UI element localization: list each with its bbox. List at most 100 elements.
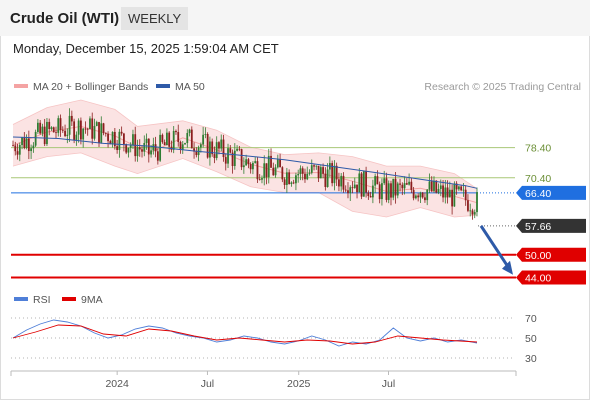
- rsi-pane: 70 50 30: [11, 313, 537, 365]
- candle-body: [342, 175, 345, 190]
- candle-body: [448, 189, 451, 198]
- candle-body: [104, 132, 107, 134]
- time-axis: 2024 Jul 2025 Jul: [10, 370, 517, 390]
- candle-body: [281, 167, 284, 180]
- candle-body: [270, 155, 272, 168]
- candle-body: [102, 123, 105, 133]
- candle-body: [473, 212, 476, 215]
- candle-body: [365, 171, 367, 193]
- candle-body: [61, 129, 64, 131]
- candle-body: [324, 173, 327, 187]
- time-tick-label: Jul: [201, 378, 214, 390]
- candle-body: [279, 159, 281, 168]
- candle-body: [82, 128, 85, 140]
- candle-body: [421, 192, 424, 198]
- candle-body: [32, 145, 35, 149]
- candle-body: [193, 148, 195, 152]
- rsi-line: [12, 319, 478, 347]
- rsi-tick-70: 70: [525, 313, 537, 325]
- candle-body: [123, 133, 125, 145]
- candle-body: [292, 182, 295, 184]
- candle-body: [283, 179, 286, 185]
- candle-body: [150, 150, 152, 155]
- candle-body: [147, 138, 150, 155]
- candle-body: [168, 132, 171, 147]
- candle-body: [347, 190, 349, 194]
- candle-body: [136, 147, 139, 157]
- candle-body: [313, 165, 315, 167]
- candle-body: [12, 145, 14, 147]
- candle-body: [331, 163, 334, 184]
- candle-body: [374, 176, 377, 186]
- candle-body: [433, 180, 435, 191]
- candle-body: [467, 200, 469, 211]
- candle-body: [378, 184, 381, 200]
- candle-body: [220, 139, 223, 149]
- time-tick-label: 2025: [287, 378, 311, 390]
- candle-body: [435, 180, 438, 193]
- candle-body: [227, 148, 229, 164]
- candle-body: [383, 178, 386, 184]
- candle-body: [390, 183, 392, 198]
- candle-body: [451, 189, 454, 207]
- candle-body: [184, 143, 186, 145]
- candle-body: [91, 118, 94, 139]
- candle-body: [444, 187, 447, 198]
- candle-body: [145, 138, 148, 143]
- candle-body: [326, 169, 329, 187]
- candle-body: [460, 186, 463, 191]
- support-tag-label-50.00: 50.00: [525, 250, 551, 262]
- legend-label-rsi: RSI: [33, 294, 51, 306]
- candle-body: [177, 132, 180, 142]
- candle-body: [43, 126, 46, 145]
- candle-body: [70, 115, 73, 122]
- candle-body: [27, 138, 30, 152]
- last-price-tag-label: 57.66: [525, 221, 551, 233]
- candle-body: [204, 134, 207, 135]
- candle-body: [476, 192, 478, 213]
- candle-body: [23, 137, 26, 148]
- candle-body: [209, 141, 211, 158]
- candle-body: [462, 189, 465, 191]
- candle-body: [141, 149, 143, 152]
- candle-body: [218, 142, 220, 149]
- candle-body: [344, 189, 347, 191]
- candle-body: [308, 172, 311, 174]
- timeframe-badge[interactable]: WEEKLY: [121, 7, 189, 30]
- candle-body: [437, 188, 440, 193]
- candle-body: [457, 186, 460, 190]
- candle-body: [202, 134, 205, 145]
- candle-body: [172, 131, 175, 150]
- candle-body: [399, 183, 401, 185]
- candle-body: [229, 148, 232, 153]
- candle-body: [215, 142, 218, 159]
- candle-body: [419, 192, 422, 198]
- candle-body: [143, 142, 146, 152]
- candle-body: [89, 118, 91, 130]
- candle-body: [175, 131, 177, 133]
- candle-body: [249, 164, 252, 170]
- candle-body: [385, 178, 388, 200]
- candle-body: [401, 184, 404, 189]
- candle-body: [186, 132, 189, 144]
- header-bar: Crude Oil (WTI) WEEKLY: [0, 0, 590, 36]
- candle-body: [80, 120, 82, 140]
- candle-body: [394, 178, 397, 196]
- pivot-tag-label: 66.40: [525, 188, 551, 200]
- rsi-tick-50: 50: [525, 333, 537, 345]
- candle-body: [408, 181, 410, 185]
- candle-body: [297, 173, 300, 176]
- candle-body: [125, 144, 128, 153]
- candle-body: [231, 152, 234, 167]
- candle-body: [109, 141, 112, 145]
- candle-body: [299, 168, 302, 174]
- rsi-tick-30: 30: [525, 353, 537, 365]
- candle-body: [163, 142, 166, 146]
- candle-body: [240, 149, 243, 168]
- candle-body: [206, 134, 209, 158]
- candle-body: [381, 183, 383, 200]
- candle-body: [417, 195, 420, 198]
- legend-swatch-rsi: [14, 297, 28, 301]
- candle-body: [471, 210, 474, 215]
- candle-body: [107, 133, 109, 142]
